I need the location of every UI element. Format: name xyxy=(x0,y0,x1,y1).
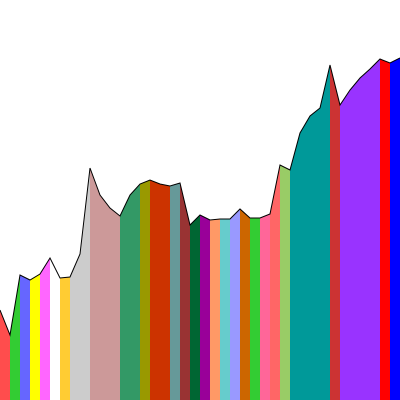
area-band-5 xyxy=(40,258,50,400)
area-band-7 xyxy=(60,277,70,400)
area-band-17 xyxy=(210,219,220,400)
area-band-22 xyxy=(260,214,270,400)
area-band-26 xyxy=(330,65,340,400)
area-band-8 xyxy=(70,168,90,400)
area-band-19 xyxy=(230,209,240,400)
area-band-3 xyxy=(20,275,30,400)
area-band-18 xyxy=(220,219,230,400)
area-band-13 xyxy=(170,183,180,400)
area-band-21 xyxy=(250,218,260,400)
area-band-14 xyxy=(180,183,190,400)
area-band-10 xyxy=(120,184,140,400)
area-band-1 xyxy=(0,310,10,400)
area-band-11 xyxy=(140,180,150,400)
area-band-28 xyxy=(380,59,390,400)
area-band-24 xyxy=(280,165,290,400)
area-band-15 xyxy=(190,215,200,400)
area-outline xyxy=(0,57,400,337)
area-band-25 xyxy=(290,65,330,400)
area-band-4 xyxy=(30,274,40,400)
area-band-20 xyxy=(240,209,250,400)
area-band-23 xyxy=(270,165,280,400)
area-band-2 xyxy=(10,275,20,400)
area-band-9 xyxy=(90,168,120,400)
area-band-16 xyxy=(200,215,210,400)
area-band-6 xyxy=(50,258,60,400)
area-bands xyxy=(0,58,400,400)
area-band-27 xyxy=(340,59,380,400)
area-band-29 xyxy=(390,58,400,400)
area-band-12 xyxy=(150,180,170,400)
